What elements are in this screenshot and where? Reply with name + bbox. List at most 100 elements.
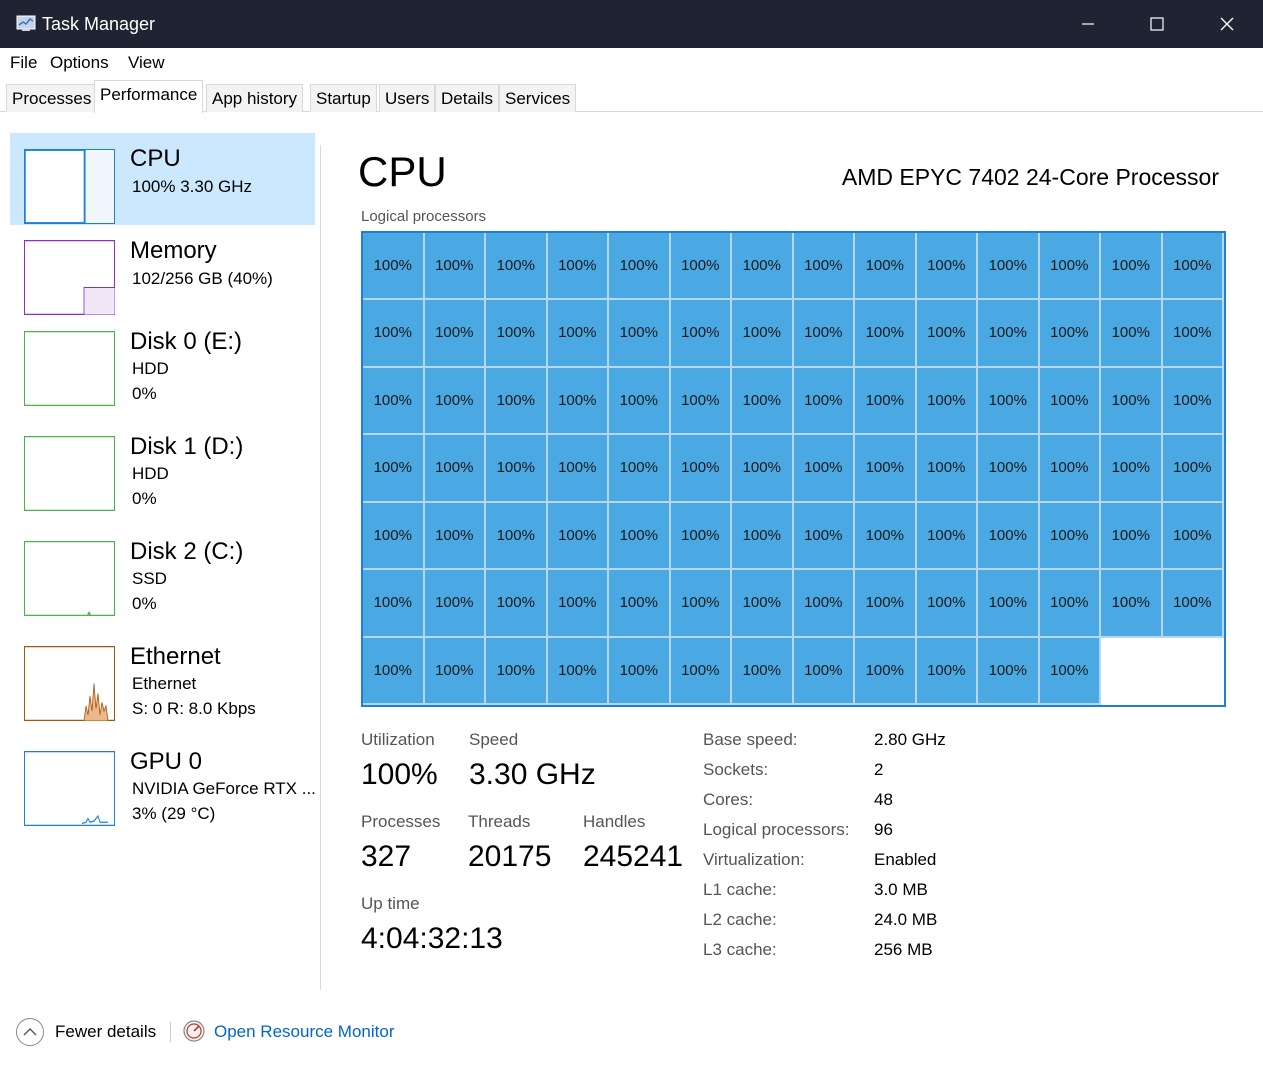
logical-processor-value: 100% <box>619 391 658 409</box>
logical-processor-value: 100% <box>1173 324 1212 342</box>
logical-processor-cell: 100% <box>486 570 548 638</box>
logical-processor-cell: 100% <box>1101 367 1163 436</box>
sidebar-item-disk-2[interactable]: Disk 2 (C:) SSD 0% <box>10 526 315 618</box>
logical-processor-value: 100% <box>742 257 781 274</box>
logical-processor-value: 100% <box>435 324 474 342</box>
logical-processor-value: 100% <box>1050 661 1089 679</box>
logical-processor-value: 100% <box>496 526 535 544</box>
logical-processor-value: 100% <box>496 324 535 342</box>
logical-processor-cell: 100% <box>547 637 609 705</box>
logical-processor-value: 100% <box>681 459 720 477</box>
logical-processor-cell: 100% <box>793 300 855 368</box>
logical-processor-cell: 100% <box>1101 502 1163 571</box>
footer-separator <box>170 1022 171 1042</box>
fewer-details-link[interactable]: Fewer details <box>55 1022 157 1041</box>
logical-processor-cell: 100% <box>793 233 855 301</box>
sidebar-item-gpu-0[interactable]: GPU 0 NVIDIA GeForce RTX ... 3% (29 °C) <box>10 736 316 828</box>
logical-processor-cell: 100% <box>916 502 978 571</box>
tab-users[interactable]: Users <box>379 84 436 112</box>
logical-processor-grid: 100% 100% 100% 100% 100% 100% 100% 100% 100% 100%… <box>361 231 1226 707</box>
logical-processor-value: 100% <box>988 661 1027 679</box>
logical-processor-value: 100% <box>804 661 843 679</box>
sidebar-line1: 100% 3.30 GHz <box>132 177 253 196</box>
logical-processor-value: 100% <box>988 526 1027 544</box>
logical-processor-value: 100% <box>373 526 412 544</box>
logical-processor-value: 100% <box>1111 391 1150 409</box>
tab-performance[interactable]: Performance <box>94 80 204 113</box>
prop-value: 256 MB <box>874 940 933 959</box>
menu-options[interactable]: Options <box>50 53 109 72</box>
logical-processor-cell: 100% <box>363 300 425 368</box>
logical-processor-cell: 100% <box>670 570 732 638</box>
logical-processor-value: 100% <box>742 324 781 342</box>
logical-processor-value: 100% <box>619 594 658 612</box>
logical-processor-cell: 100% <box>1101 300 1163 368</box>
prop-label: L3 cache: <box>703 940 777 959</box>
logical-processor-cell: 100% <box>547 367 609 436</box>
sidebar-item-memory[interactable]: Memory 102/256 GB (40%) <box>10 225 315 317</box>
logical-processor-value: 100% <box>496 594 535 612</box>
logical-processor-cell: 100% <box>916 300 978 368</box>
prop-value: Enabled <box>874 850 937 869</box>
tab-startup[interactable]: Startup <box>310 84 377 112</box>
logical-processor-cell: 100% <box>793 435 855 503</box>
logical-processor-cell: 100% <box>609 502 671 571</box>
sidebar-line1: NVIDIA GeForce RTX ... <box>132 779 316 798</box>
title-bar[interactable]: Task Manager <box>0 0 1263 48</box>
fewer-details-button[interactable] <box>16 1018 44 1046</box>
logical-processor-value: 100% <box>927 526 966 544</box>
logical-processor-value: 100% <box>681 391 720 409</box>
logical-processor-cell: 100% <box>424 502 486 571</box>
gpu-0-thumbnail-graph <box>24 751 115 826</box>
logical-processor-value: 100% <box>1111 459 1150 477</box>
logical-processor-value: 100% <box>496 459 535 477</box>
sidebar-item-cpu[interactable]: CPU 100% 3.30 GHz <box>10 133 315 225</box>
logical-processor-cell: 100% <box>670 300 732 368</box>
tab-details[interactable]: Details <box>435 84 499 112</box>
prop-value: 3.0 MB <box>874 880 928 899</box>
logical-processor-value: 100% <box>927 661 966 679</box>
logical-processor-cell: 100% <box>916 637 978 705</box>
logical-processor-cell: 100% <box>916 435 978 503</box>
logical-processor-cell: 100% <box>486 637 548 705</box>
sidebar-item-disk-0[interactable]: Disk 0 (E:) HDD 0% <box>10 316 315 408</box>
sidebar-item-disk-1[interactable]: Disk 1 (D:) HDD 0% <box>10 421 315 513</box>
logical-processor-cell: 100% <box>363 570 425 638</box>
tab-processes[interactable]: Processes <box>6 84 98 112</box>
tab-strip: Processes Performance App history Startu… <box>0 80 1263 113</box>
logical-processor-value: 100% <box>742 459 781 477</box>
logical-processor-value: 100% <box>1173 257 1212 274</box>
minimize-button[interactable] <box>1053 0 1123 48</box>
logical-processor-value: 100% <box>619 526 658 544</box>
page-title: CPU <box>358 148 447 195</box>
sidebar-name: Disk 0 (E:) <box>130 328 243 355</box>
open-resource-monitor-link[interactable]: Open Resource Monitor <box>214 1022 395 1041</box>
tab-services[interactable]: Services <box>499 84 577 112</box>
logical-processor-value: 100% <box>558 526 597 544</box>
logical-processor-value: 100% <box>681 526 720 544</box>
logical-processor-cell: 100% <box>978 502 1040 571</box>
logical-processor-value: 100% <box>435 594 474 612</box>
logical-processor-cell: 100% <box>486 367 548 436</box>
logical-processor-value: 100% <box>1173 594 1212 612</box>
logical-processor-cell: 100% <box>670 502 732 571</box>
prop-value: 2.80 GHz <box>874 730 946 749</box>
menu-view[interactable]: View <box>128 53 165 72</box>
maximize-button[interactable] <box>1122 0 1192 48</box>
logical-processor-cell: 100% <box>978 300 1040 368</box>
close-button[interactable] <box>1192 0 1262 48</box>
tab-app-history[interactable]: App history <box>206 84 304 112</box>
logical-processor-value: 100% <box>558 661 597 679</box>
disk-2-thumbnail-graph <box>24 541 115 616</box>
logical-processor-cell: 100% <box>1162 435 1224 503</box>
logical-processor-cell: 100% <box>486 435 548 503</box>
menu-file[interactable]: File <box>10 53 38 72</box>
pane-separator <box>320 145 321 990</box>
logical-processor-value: 100% <box>373 594 412 612</box>
logical-processor-cell: 100% <box>547 300 609 368</box>
sidebar-item-ethernet[interactable]: Ethernet Ethernet S: 0 R: 8.0 Kbps <box>10 631 315 723</box>
logical-processor-value: 100% <box>496 391 535 409</box>
logical-processor-cell: 100% <box>855 367 917 436</box>
task-manager-icon <box>16 15 36 31</box>
logical-processor-cell: 100% <box>793 367 855 436</box>
